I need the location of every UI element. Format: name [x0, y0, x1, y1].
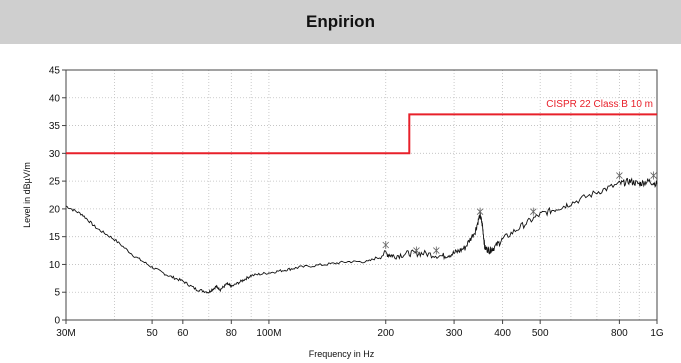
x-tick-label: 80 [226, 328, 238, 339]
peak-marker [413, 246, 420, 255]
y-tick-label: 45 [49, 66, 61, 77]
y-tick-label: 20 [49, 204, 61, 215]
peak-marker [650, 171, 657, 180]
plot-frame [65, 69, 658, 321]
y-tick-label: 40 [49, 93, 61, 104]
x-tick-label: 1G [650, 328, 664, 339]
x-tick-label: 200 [377, 328, 394, 339]
peak-markers [382, 171, 657, 255]
y-tick-label: 0 [54, 316, 60, 327]
x-tick-label: 60 [177, 328, 189, 339]
limit-line [66, 113, 657, 155]
y-tick-label: 10 [49, 260, 61, 271]
measurement-trace [65, 177, 658, 294]
x-tick-label: 100M [256, 328, 281, 339]
axes: 0 5 10 15 20 25 30 35 40 45 30M 50 60 80 100M 200 300 400… [49, 66, 664, 340]
x-tick-label: 400 [494, 328, 511, 339]
x-tick-label: 50 [147, 328, 159, 339]
y-tick-label: 35 [49, 121, 61, 132]
limit-legend-label: CISPR 22 Class B 10 m [546, 99, 653, 110]
y-tick-label: 25 [49, 177, 61, 188]
grid [66, 70, 657, 320]
y-tick-label: 30 [49, 149, 61, 160]
emission-chart: 0 5 10 15 20 25 30 35 40 45 30M 50 60 80 100M 200 300 400… [22, 66, 664, 360]
series [65, 113, 658, 294]
header-bar: Enpirion [0, 0, 681, 44]
x-tick-label: 300 [446, 328, 463, 339]
peak-marker [382, 241, 390, 249]
peak-marker [616, 171, 623, 180]
x-tick-label: 800 [611, 328, 628, 339]
y-axis-title: Level in dBµV/m [22, 162, 32, 228]
y-tick-label: 15 [49, 232, 61, 243]
y-tick-label: 5 [54, 288, 60, 299]
peak-marker [433, 246, 440, 255]
peak-marker [476, 207, 484, 216]
x-tick-label: 30M [56, 328, 75, 339]
peak-marker [530, 207, 537, 216]
x-axis-title: Frequency in Hz [309, 349, 375, 359]
header-title: Enpirion [306, 12, 375, 31]
x-tick-label: 500 [532, 328, 549, 339]
